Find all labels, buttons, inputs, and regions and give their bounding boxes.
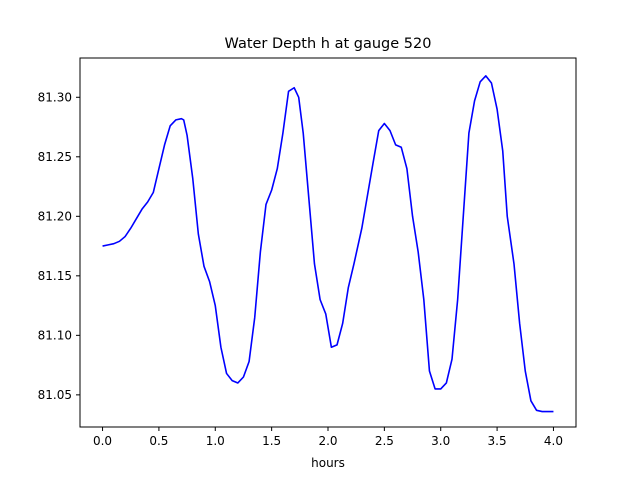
x-tick-label: 4.0 [544, 434, 563, 448]
y-axis: 81.05 81.10 81.15 81.20 81.25 81.30 [38, 90, 80, 402]
y-tick-label: 81.20 [38, 209, 72, 223]
chart-title: Water Depth h at gauge 520 [225, 36, 432, 52]
y-tick-label: 81.30 [38, 90, 72, 104]
x-tick-label: 1.5 [262, 434, 281, 448]
x-axis: 0.0 0.5 1.0 1.5 2.0 2.5 3.0 3.5 4.0 [93, 427, 563, 448]
x-axis-label: hours [311, 456, 345, 470]
y-tick-label: 81.25 [38, 150, 72, 164]
x-tick-label: 3.5 [488, 434, 507, 448]
plot-frame [79, 57, 577, 428]
y-tick-label: 81.10 [38, 328, 72, 342]
x-tick-label: 3.0 [431, 434, 450, 448]
y-tick-label: 81.15 [38, 269, 72, 283]
x-tick-label: 1.0 [206, 434, 225, 448]
x-tick-label: 0.5 [149, 434, 168, 448]
x-tick-label: 2.0 [318, 434, 337, 448]
x-tick-label: 0.0 [93, 434, 112, 448]
y-tick-label: 81.05 [38, 388, 72, 402]
x-tick-label: 2.5 [375, 434, 394, 448]
series-line-0 [102, 75, 554, 413]
